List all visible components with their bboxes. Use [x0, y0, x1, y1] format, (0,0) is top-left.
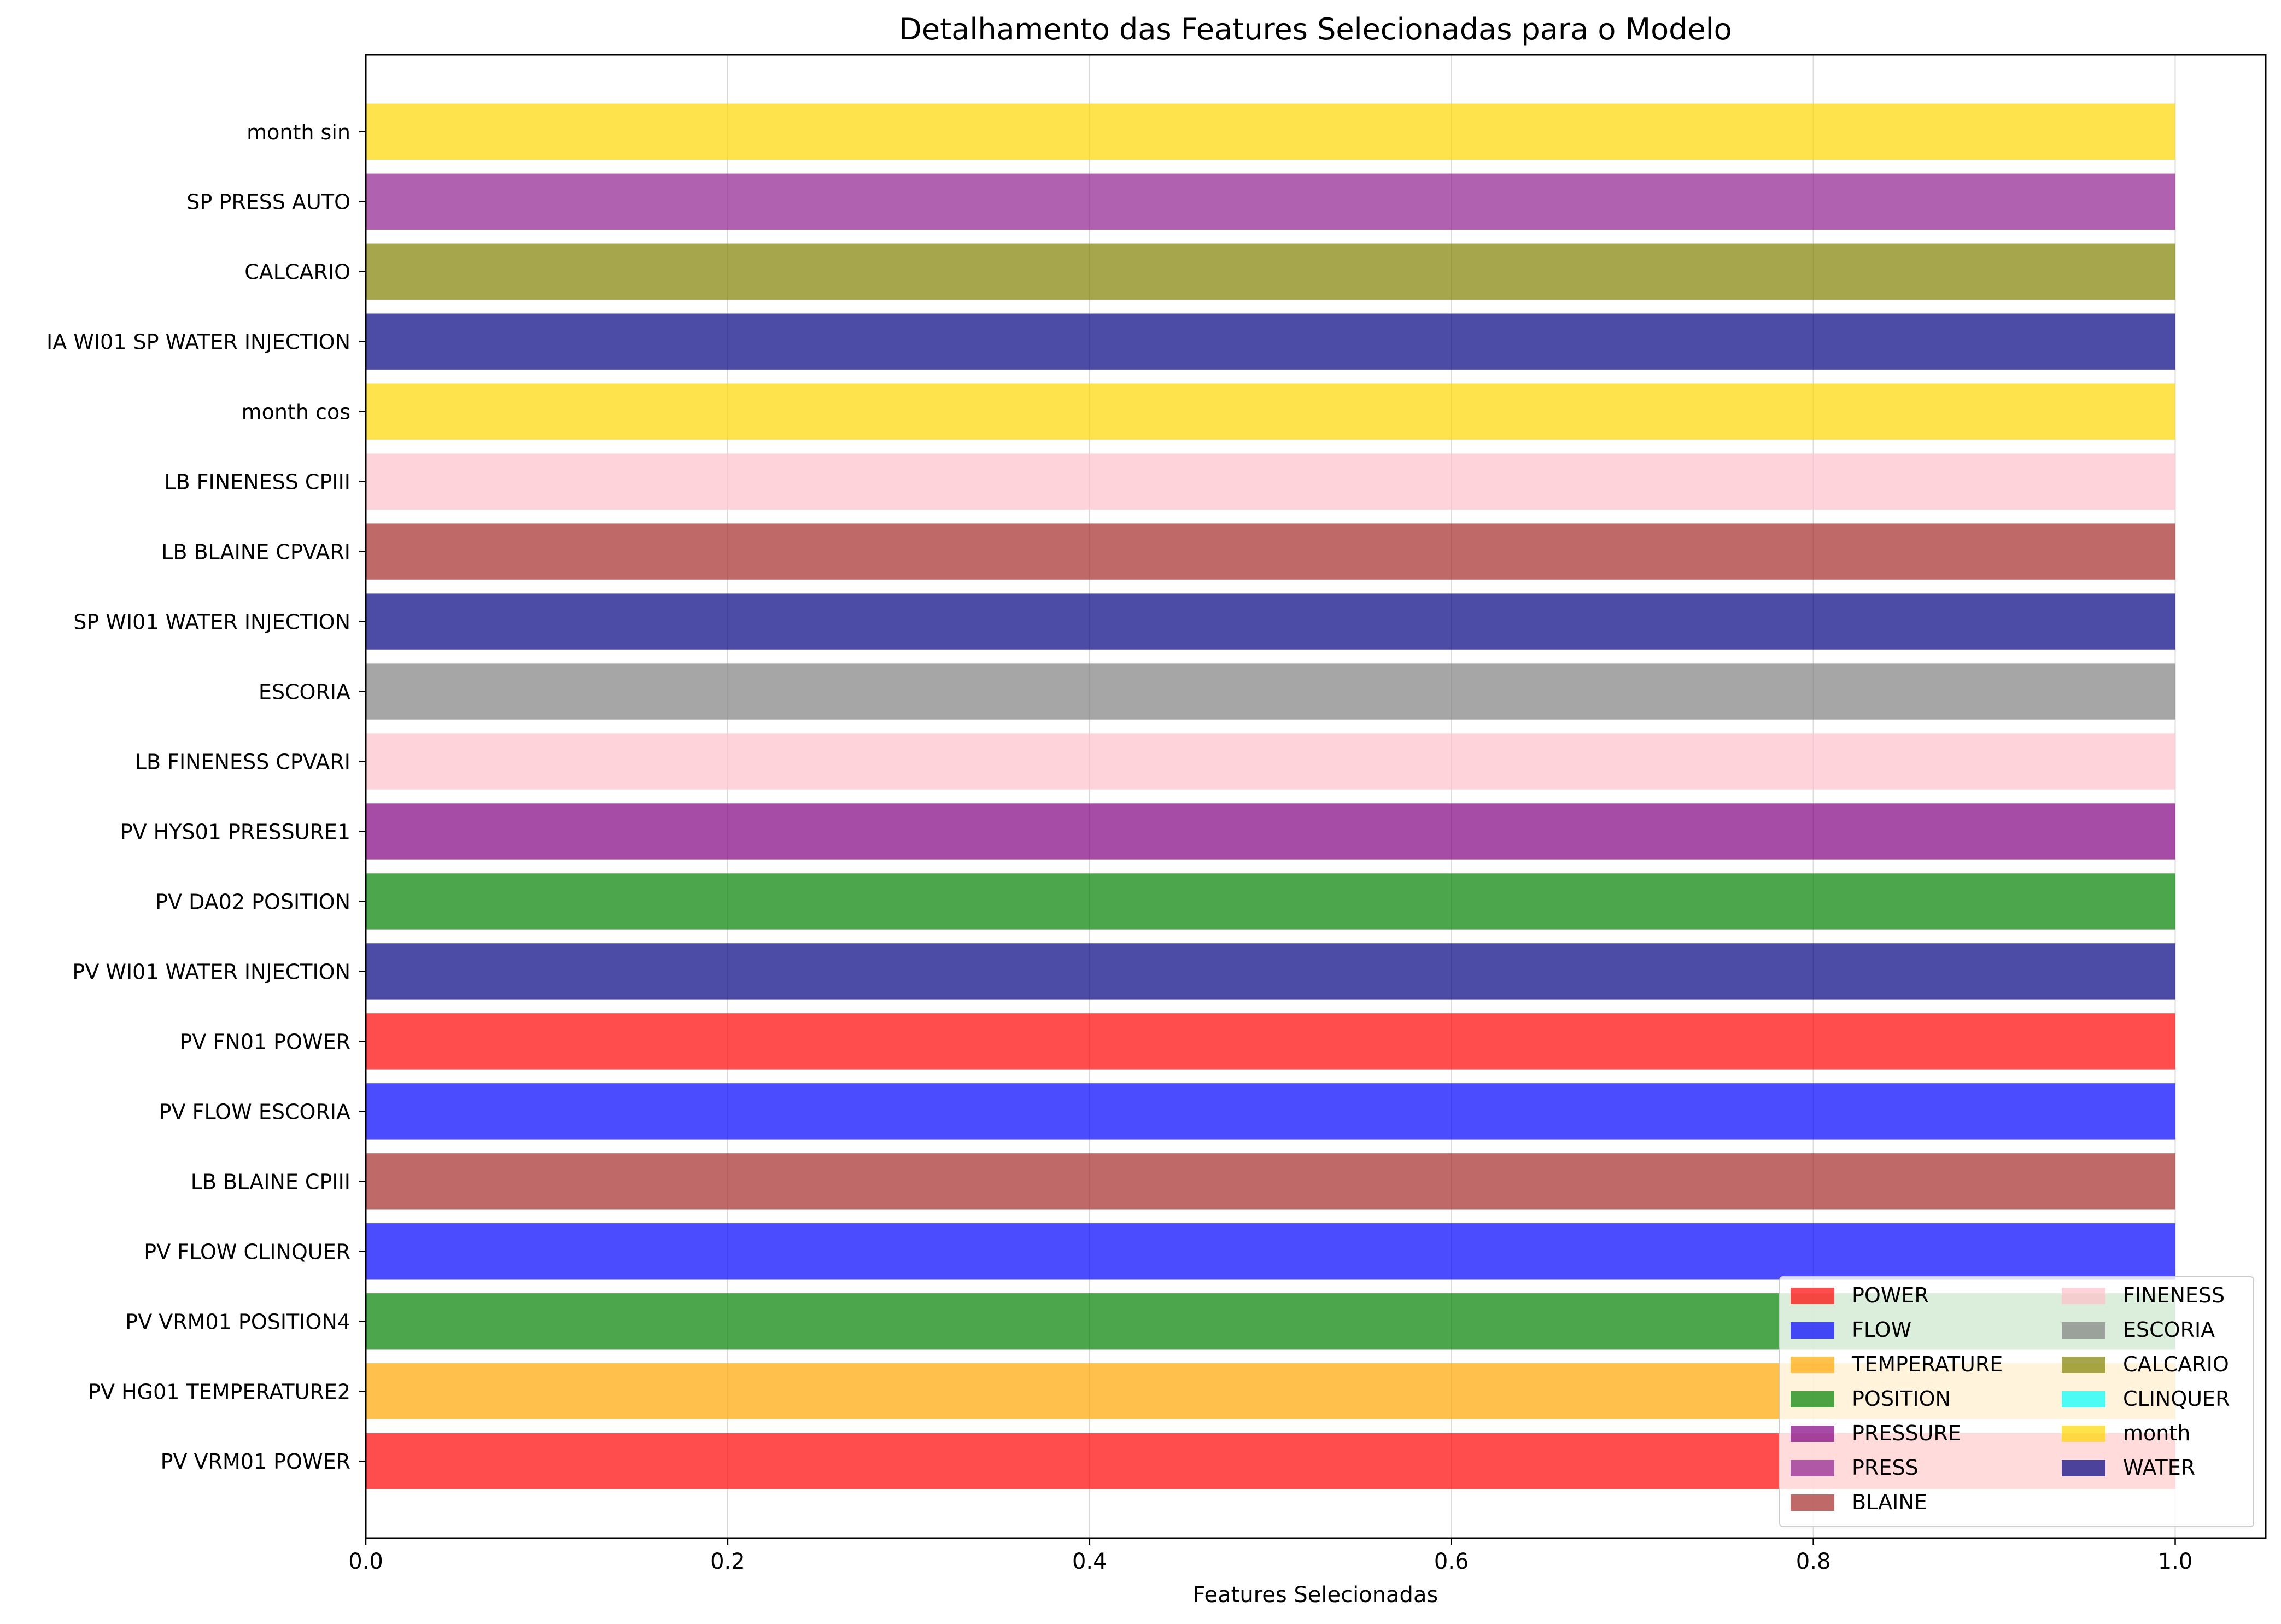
x-tick-label: 0.0 [348, 1549, 383, 1574]
legend: POWER FLOW TEMPERATURE POSITION PRESSURE PRES… [1779, 1276, 2254, 1527]
legend-label: BLAINE [1852, 1490, 1927, 1514]
legend-swatch-position [1791, 1391, 1834, 1407]
y-tick-label: PV HYS01 PRESSURE1 [120, 820, 350, 844]
legend-label: FLOW [1852, 1318, 1911, 1342]
legend-swatch-power [1791, 1288, 1834, 1304]
legend-swatch-escoria [2062, 1322, 2105, 1339]
y-tick-label: SP PRESS AUTO [186, 190, 350, 214]
x-axis-ticks: 0.0 0.2 0.4 0.6 0.8 1.0 [348, 1538, 2192, 1574]
bar-month-cos [366, 383, 2175, 440]
bar-lb-fineness-cpvari [366, 733, 2175, 790]
x-tick-label: 0.4 [1072, 1549, 1107, 1574]
legend-swatch-temperature [1791, 1357, 1834, 1373]
bar-lb-blaine-cpvari [366, 523, 2175, 580]
bar-pv-wi01-water-injection [366, 943, 2175, 1000]
bar-sp-press-auto [366, 173, 2175, 230]
legend-label: TEMPERATURE [1851, 1352, 2003, 1376]
legend-label: POWER [1852, 1283, 1929, 1307]
x-tick-label: 1.0 [2158, 1549, 2193, 1574]
legend-swatch-press [1791, 1460, 1834, 1476]
x-tick-label: 0.8 [1796, 1549, 1831, 1574]
legend-swatch-pressure [1791, 1426, 1834, 1442]
legend-swatch-clinquer [2062, 1391, 2105, 1407]
y-tick-label: PV FLOW CLINQUER [144, 1240, 350, 1264]
legend-swatch-blaine [1791, 1494, 1834, 1511]
legend-label: POSITION [1852, 1387, 1951, 1411]
y-tick-label: PV WI01 WATER INJECTION [72, 960, 350, 984]
plot-frame [365, 54, 2267, 1539]
bar-sp-wi01-water-injection [366, 593, 2175, 650]
bar-month-sin [366, 103, 2175, 160]
y-tick-label: PV VRM01 POWER [161, 1450, 350, 1474]
y-tick-label: LB BLAINE CPIII [191, 1170, 350, 1194]
bar-pv-da02-position [366, 873, 2175, 930]
y-tick-label: month cos [242, 400, 350, 424]
chart-title: Detalhamento das Features Selecionadas p… [899, 12, 1732, 46]
bar-pv-flow-escoria [366, 1083, 2175, 1140]
y-tick-label: month sin [247, 120, 350, 144]
y-tick-label: PV DA02 POSITION [155, 890, 350, 914]
legend-swatch-flow [1791, 1322, 1834, 1339]
legend-box [1779, 1276, 2254, 1527]
bar-pv-flow-clinquer [366, 1223, 2175, 1280]
bar-lb-blaine-cpiii [366, 1153, 2175, 1210]
bar-lb-fineness-cpiii [366, 453, 2175, 510]
bar-escoria [366, 663, 2175, 720]
bar-calcario [366, 243, 2175, 300]
legend-label: ESCORIA [2123, 1318, 2215, 1342]
y-tick-label: PV FLOW ESCORIA [159, 1100, 350, 1124]
legend-label: PRESS [1852, 1456, 1919, 1480]
bar-ia-wi01-sp-water-injection [366, 313, 2175, 370]
y-tick-label: ESCORIA [259, 680, 350, 704]
legend-label: CALCARIO [2123, 1352, 2229, 1376]
legend-label: month [2123, 1421, 2190, 1445]
x-tick-label: 0.2 [710, 1549, 745, 1574]
x-axis-label: Features Selecionadas [1193, 1582, 1438, 1608]
x-tick-label: 0.6 [1434, 1549, 1469, 1574]
y-axis-ticks: PV VRM01 POWER PV HG01 TEMPERATURE2 PV VRM… [46, 120, 366, 1474]
y-tick-label: CALCARIO [244, 260, 350, 284]
y-tick-label: PV FN01 POWER [179, 1030, 350, 1054]
y-tick-label: PV HG01 TEMPERATURE2 [88, 1380, 350, 1404]
y-tick-label: LB BLAINE CPVARI [161, 540, 350, 564]
y-tick-label: SP WI01 WATER INJECTION [73, 610, 350, 634]
y-tick-label: LB FINENESS CPIII [164, 470, 350, 494]
legend-swatch-calcario [2062, 1357, 2105, 1373]
bar-pv-hys01-pressure1 [366, 803, 2175, 860]
legend-label: WATER [2123, 1456, 2195, 1480]
legend-swatch-water [2062, 1460, 2105, 1476]
y-tick-label: PV VRM01 POSITION4 [125, 1310, 350, 1334]
legend-swatch-fineness [2062, 1288, 2105, 1304]
y-tick-label: IA WI01 SP WATER INJECTION [46, 330, 350, 354]
legend-label: PRESSURE [1852, 1421, 1961, 1445]
legend-label: CLINQUER [2123, 1387, 2230, 1411]
legend-label: FINENESS [2123, 1283, 2225, 1307]
y-tick-label: LB FINENESS CPVARI [135, 750, 350, 774]
legend-swatch-month [2062, 1426, 2105, 1442]
bar-pv-fn01-power [366, 1013, 2175, 1070]
